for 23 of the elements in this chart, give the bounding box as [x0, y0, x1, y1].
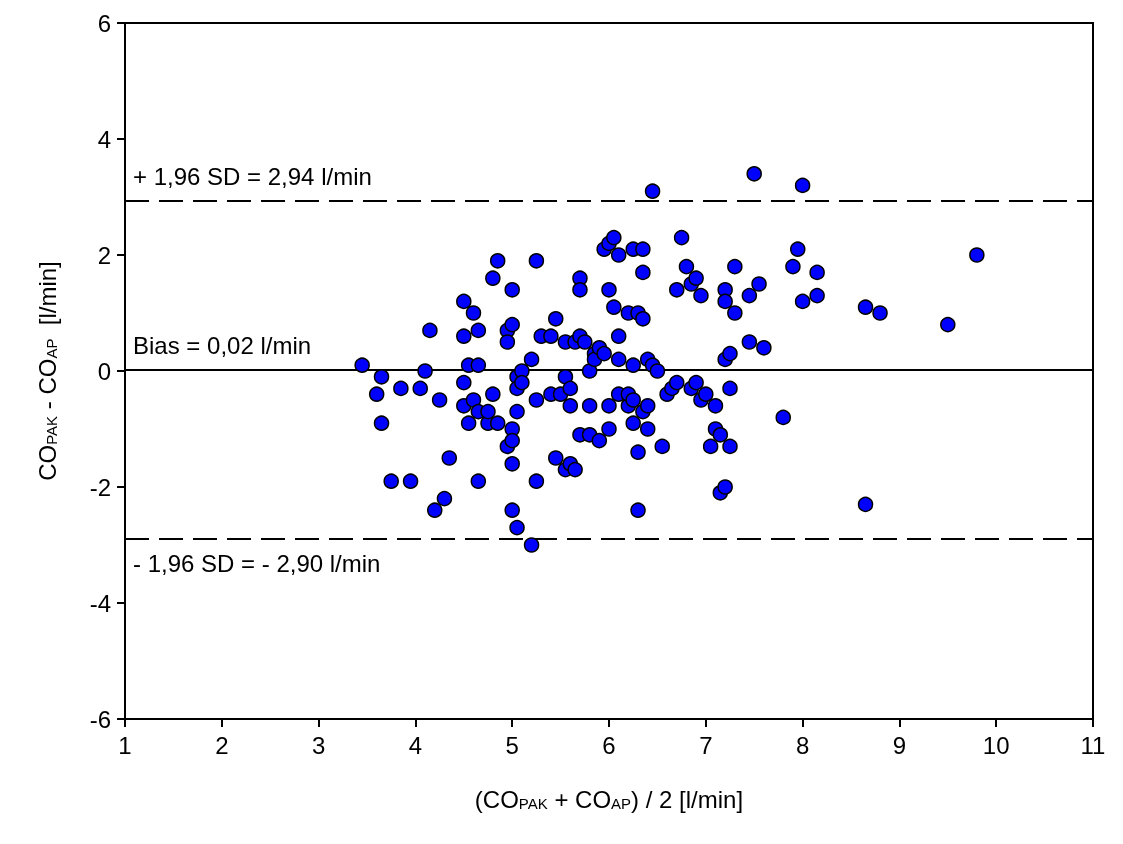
x-tick-label: 6	[602, 731, 616, 759]
x-tick-label: 11	[1080, 731, 1106, 759]
x-tick-label: 8	[795, 731, 810, 759]
x-axis-title: (COPAK + COAP) / 2 [l/min]	[474, 785, 744, 813]
ref-line-label: + 1,96 SD = 2,94 l/min	[133, 162, 372, 190]
x-tick-label: 10	[982, 731, 1010, 759]
ref-line-label: - 1,96 SD = - 2,90 l/min	[133, 549, 381, 577]
y-tick-label: 0	[97, 357, 111, 385]
y-tick-label: 4	[97, 125, 111, 153]
x-tick-label: 1	[118, 731, 132, 759]
y-tick-label: 2	[97, 241, 111, 269]
x-tick-label: 9	[892, 731, 907, 759]
x-tick-label: 4	[408, 731, 423, 759]
x-tick-label: 2	[215, 731, 229, 759]
x-tick-label: 5	[505, 731, 519, 759]
x-tick-label: 3	[311, 731, 326, 759]
x-tick-label: 7	[699, 731, 713, 759]
y-tick-label: 6	[97, 9, 111, 37]
y-tick-label: -6	[89, 705, 111, 733]
y-tick-label: -4	[89, 589, 111, 617]
ref-line-label: Bias = 0,02 l/min	[133, 332, 312, 360]
y-tick-label: -2	[89, 473, 111, 501]
y-axis-title: COPAK - COAP [l/min]	[33, 261, 61, 481]
